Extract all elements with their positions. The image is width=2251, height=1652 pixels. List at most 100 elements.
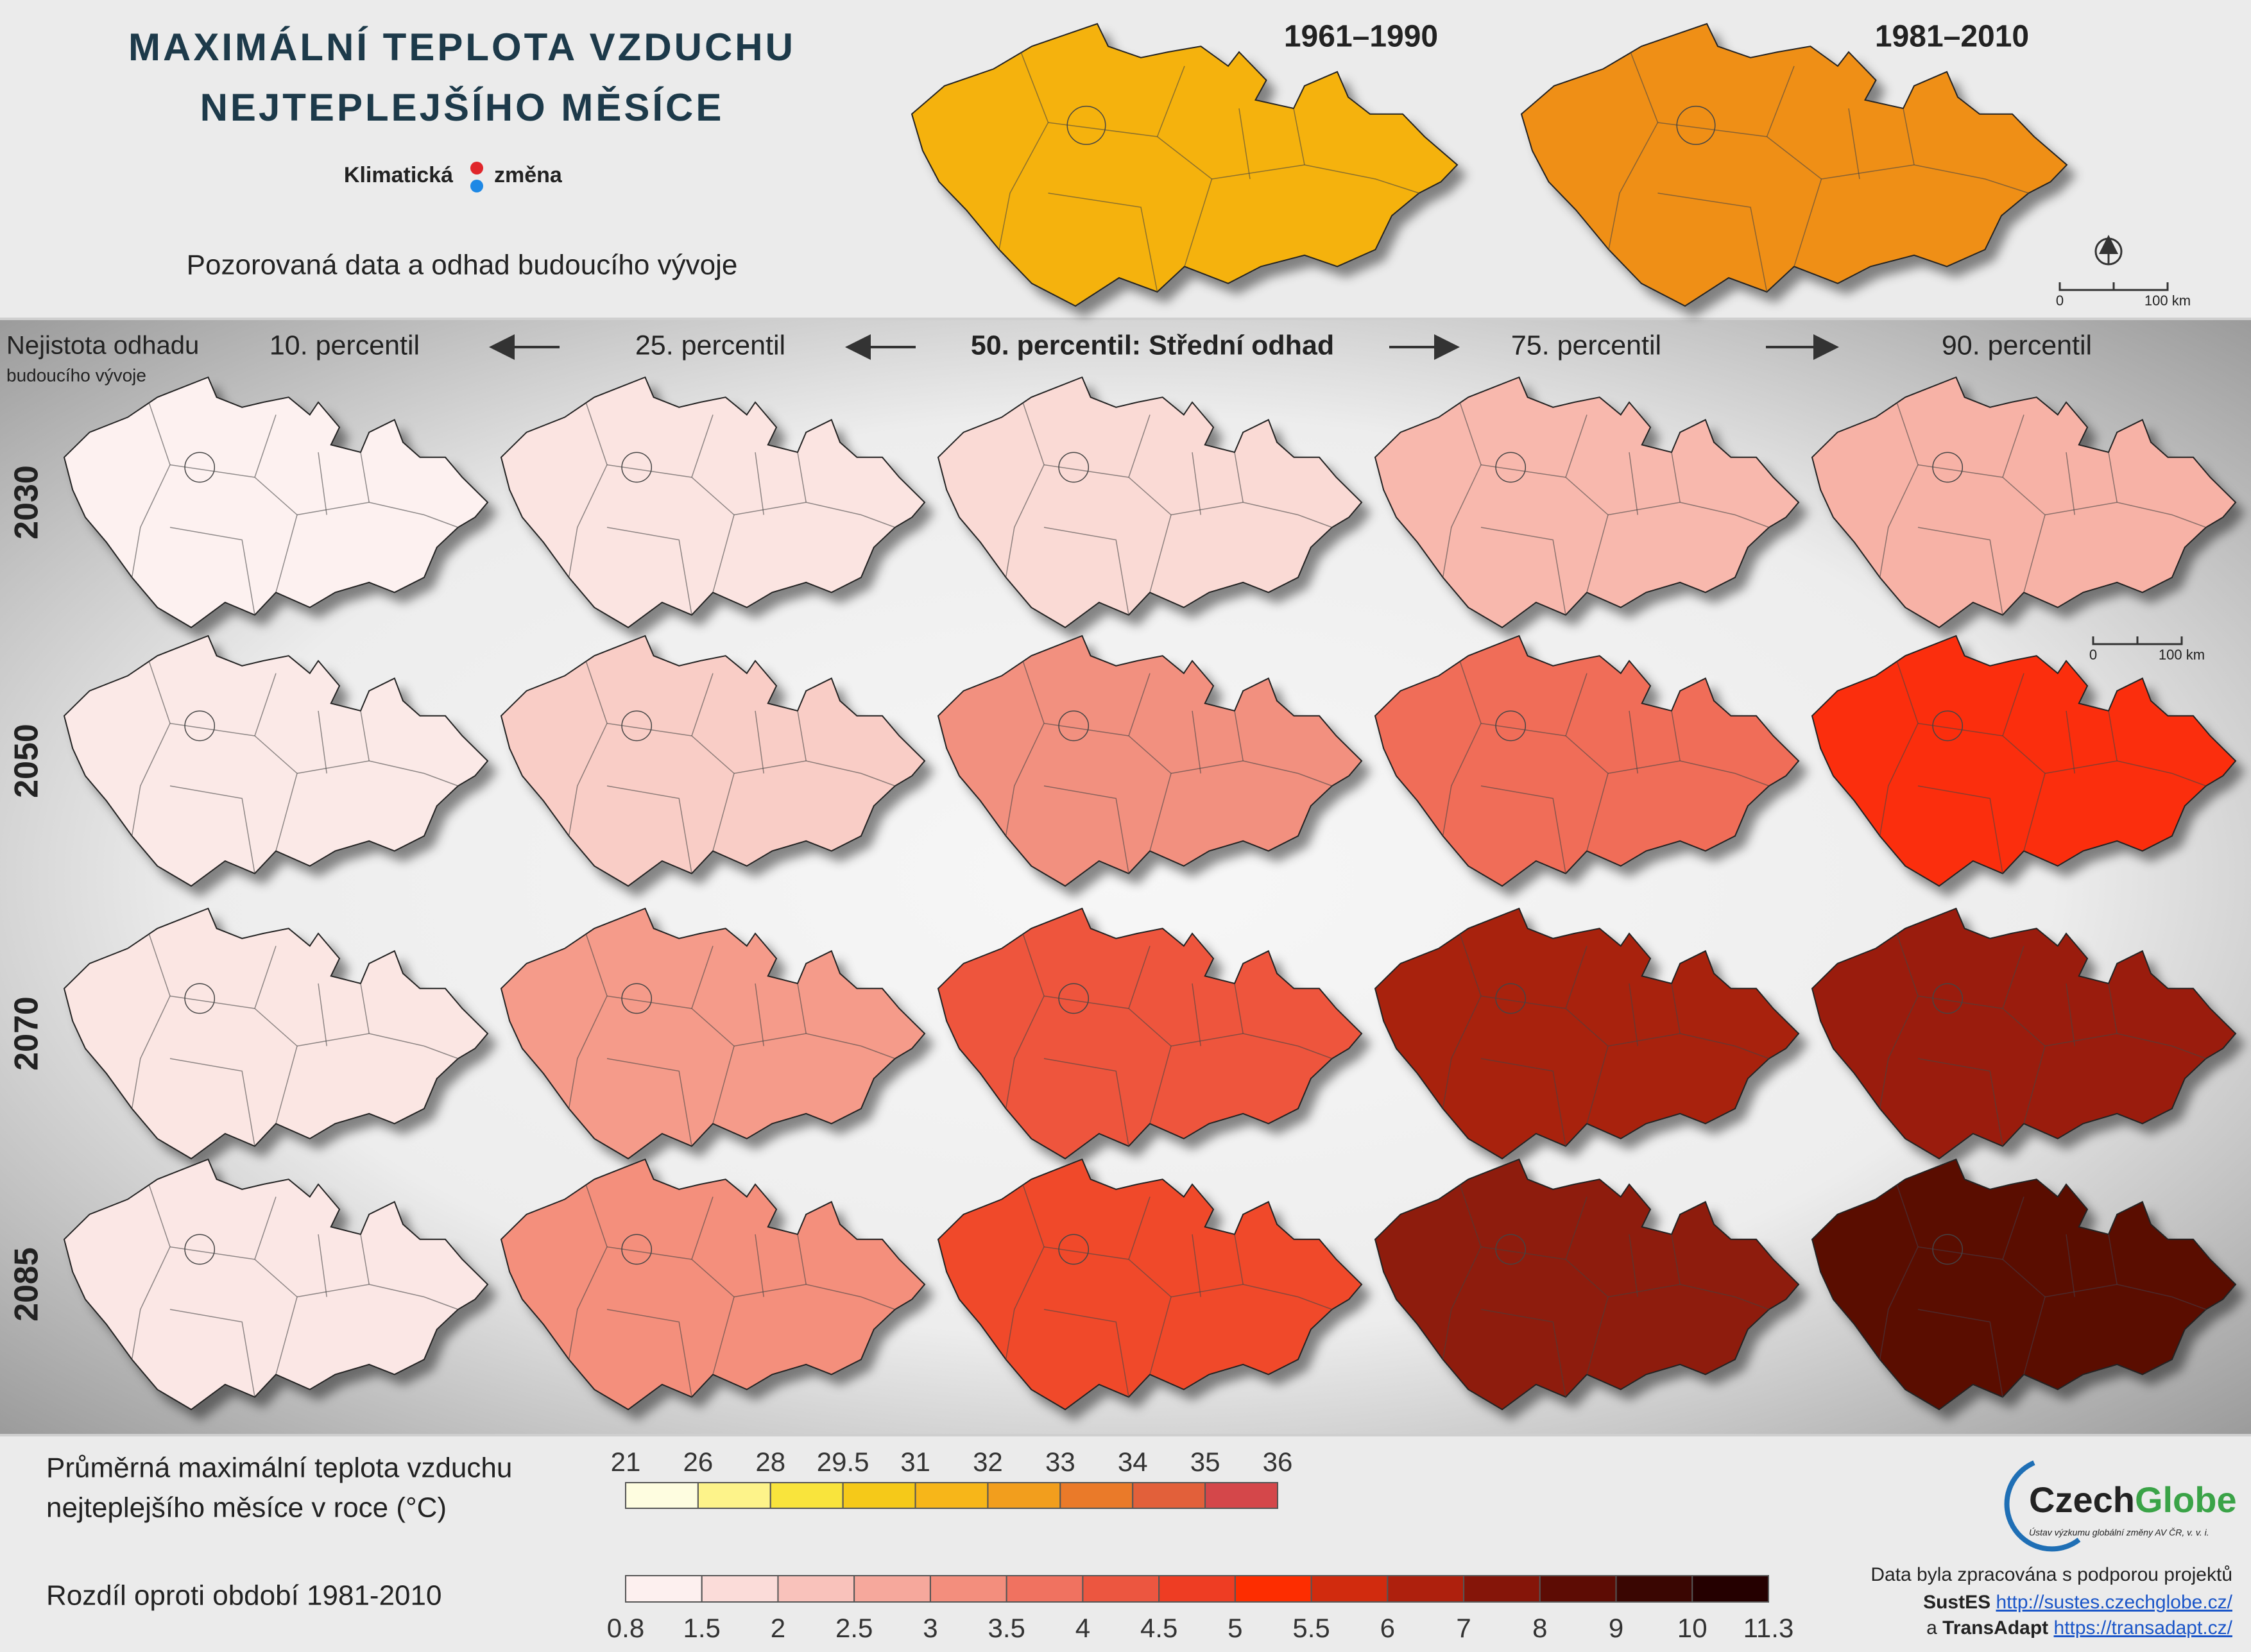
region-border — [1293, 108, 1305, 166]
project-prefix: a — [1926, 1617, 1937, 1639]
prague — [1495, 452, 1527, 483]
legend-tick-label: 28 — [755, 1447, 785, 1477]
region-border — [1917, 785, 2003, 874]
region-border — [1821, 164, 2029, 194]
project-name: SustES — [1923, 1592, 1990, 1613]
region-border — [131, 402, 171, 578]
uncertainty-label: budoucího vývoje — [6, 365, 146, 385]
country — [500, 634, 926, 887]
region-border — [755, 452, 764, 515]
legend-tick-label: 32 — [973, 1447, 1003, 1477]
region-border — [1917, 995, 2046, 1124]
region-border — [1629, 710, 1638, 774]
legend-tick-label: 2.5 — [835, 1613, 873, 1643]
legend-tick-label: 33 — [1045, 1447, 1075, 1477]
region-border — [1917, 464, 2046, 593]
region-border — [1607, 502, 1770, 528]
region-border — [1565, 946, 1588, 1009]
region-border — [755, 1234, 764, 1297]
region-border — [606, 464, 735, 593]
region-border — [254, 414, 277, 478]
prague — [621, 983, 653, 1014]
region-border — [169, 1309, 255, 1397]
region-border — [2002, 1196, 2024, 1260]
country — [1374, 376, 1800, 629]
legend-tick-label: 21 — [611, 1447, 641, 1477]
region-border — [1043, 995, 1172, 1124]
region-border — [296, 760, 459, 787]
projection-map — [1811, 376, 2237, 629]
legend-swatch — [1132, 1482, 1206, 1509]
region-border — [606, 995, 735, 1124]
region-border — [2002, 946, 2024, 1009]
region-border — [1480, 1058, 1566, 1146]
region-border — [1005, 660, 1045, 837]
country — [500, 376, 926, 629]
legend-swatch — [625, 1482, 699, 1509]
legend-title: Průměrná maximální teplota vzduchu — [46, 1452, 512, 1484]
region-border — [1234, 452, 1244, 503]
project-url[interactable]: http://sustes.czechglobe.cz/ — [1996, 1592, 2232, 1613]
region-border — [1879, 933, 1919, 1109]
title: NEJTEPLEJŠÍHO MĚSÍCE — [200, 86, 724, 129]
project-url[interactable]: https://transadapt.cz/ — [2054, 1617, 2233, 1639]
region-border — [1442, 1184, 1482, 1360]
region-border — [568, 1184, 608, 1360]
prague — [1495, 710, 1527, 742]
region-border — [1128, 946, 1151, 1009]
region-border — [755, 710, 764, 774]
projection-map — [500, 634, 926, 887]
region-border — [1671, 452, 1681, 503]
region-border — [1005, 933, 1045, 1109]
logo-text: Globe — [2135, 1479, 2237, 1520]
region-border — [606, 1246, 735, 1375]
region-border — [131, 933, 171, 1109]
country — [1811, 634, 2237, 887]
region-border — [131, 1184, 171, 1360]
region-border — [1480, 1246, 1609, 1375]
region-border — [2044, 1284, 2207, 1310]
region-border — [2066, 452, 2075, 515]
percentile-header: 10. percentil — [270, 330, 420, 361]
region-border — [254, 1196, 277, 1260]
projection-map — [63, 1158, 489, 1411]
projection-map — [63, 907, 489, 1160]
legend-swatch — [1204, 1482, 1278, 1509]
prague — [1932, 710, 1964, 742]
legend-swatch — [987, 1482, 1061, 1509]
region-border — [568, 660, 608, 837]
legend-swatch — [625, 1575, 703, 1603]
region-border — [1903, 108, 1915, 166]
region-border — [2044, 502, 2207, 528]
legend-tick-label: 4.5 — [1140, 1613, 1177, 1643]
legend-swatch — [1310, 1575, 1389, 1603]
svg-text:CzechGlobe: CzechGlobe — [2029, 1479, 2237, 1520]
region-border — [1480, 464, 1609, 593]
prague — [1932, 983, 1964, 1014]
country — [937, 376, 1363, 629]
projection-map — [63, 634, 489, 887]
year-label: 2050 — [8, 724, 46, 798]
region-border — [1607, 760, 1770, 787]
region-border — [1192, 983, 1201, 1046]
region-border — [1170, 1284, 1333, 1310]
country — [63, 1158, 489, 1411]
projection-map — [1374, 634, 1800, 887]
percentile-header: 90. percentil — [1942, 330, 2092, 361]
legend-tick-label: 0.8 — [607, 1613, 644, 1643]
region-border — [1043, 527, 1129, 615]
prague — [1932, 452, 1964, 483]
legend-swatch — [914, 1482, 989, 1509]
legend-swatch — [1234, 1575, 1312, 1603]
region-border — [606, 785, 692, 874]
projection-map — [1811, 634, 2237, 887]
region-border — [296, 1033, 459, 1059]
region-border — [169, 464, 298, 593]
north-arrow — [2094, 235, 2123, 266]
projection-map — [1811, 1158, 2237, 1411]
region-border — [1234, 710, 1244, 762]
prague — [1058, 452, 1090, 483]
region-border — [1629, 983, 1638, 1046]
legend-tick-label: 3 — [923, 1613, 937, 1643]
region-border — [1442, 933, 1482, 1109]
